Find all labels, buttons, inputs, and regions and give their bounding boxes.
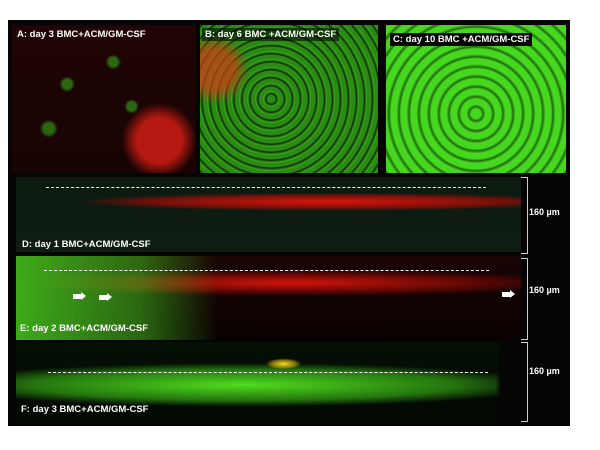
panel-d-reference-line <box>46 187 486 188</box>
panel-f-image: F: day 3 BMC+ACM/GM-CSF <box>16 342 521 420</box>
panel-d-scale-label: 160 µm <box>529 207 560 217</box>
panel-d-label: D: day 1 BMC+ACM/GM-CSF <box>22 239 151 250</box>
panel-e-scale-bracket <box>521 258 528 340</box>
panel-e-image: E: day 2 BMC+ACM/GM-CSF <box>16 256 521 340</box>
panel-c-image: C: day 10 BMC +ACM/GM-CSF <box>386 25 566 173</box>
panel-c-label: C: day 10 BMC +ACM/GM-CSF <box>390 33 533 46</box>
panel-f-scale-label: 160 µm <box>529 366 560 376</box>
panel-e-reference-line <box>44 270 489 271</box>
panel-f-label: F: day 3 BMC+ACM/GM-CSF <box>21 404 149 415</box>
panel-b-label: B: day 6 BMC +ACM/GM-CSF <box>202 28 340 41</box>
panel-b-image: B: day 6 BMC +ACM/GM-CSF <box>200 25 378 173</box>
panel-a-label: A: day 3 BMC+ACM/GM-CSF <box>17 29 146 40</box>
panel-f-scale-bracket <box>521 342 528 422</box>
panel-d-scale-bracket <box>521 177 528 254</box>
panel-f-reference-line <box>48 372 488 373</box>
panel-e-scale-label: 160 µm <box>529 285 560 295</box>
panel-e-label: E: day 2 BMC+ACM/GM-CSF <box>20 323 148 334</box>
figure: A: day 3 BMC+ACM/GM-CSF B: day 6 BMC +AC… <box>8 20 570 426</box>
panel-d-image: D: day 1 BMC+ACM/GM-CSF <box>16 177 521 252</box>
panel-a-image: A: day 3 BMC+ACM/GM-CSF <box>12 25 196 173</box>
